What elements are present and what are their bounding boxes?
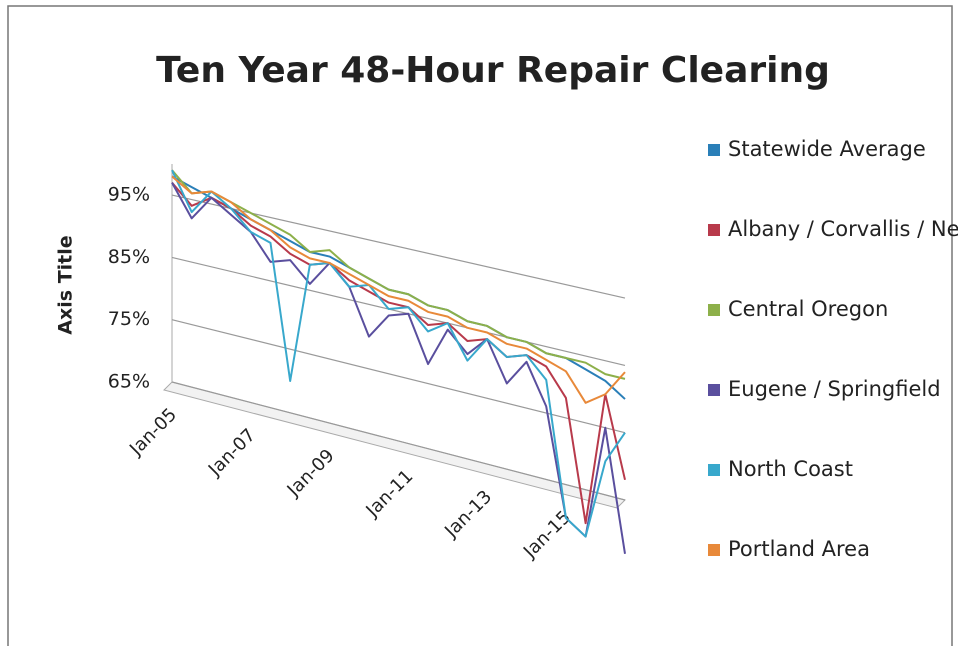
y-tick-label: 95% xyxy=(108,184,150,206)
y-tick-label: 65% xyxy=(108,371,150,393)
legend-swatch xyxy=(708,224,720,236)
grid-line xyxy=(171,381,626,501)
legend-swatch xyxy=(708,464,720,476)
y-tick-label: 85% xyxy=(108,246,150,268)
y-axis-title: Axis Title xyxy=(55,235,77,334)
legend-label: Eugene / Springfield xyxy=(728,377,941,401)
series-line xyxy=(171,175,626,404)
series-line xyxy=(171,181,626,525)
grid-line xyxy=(171,256,626,366)
series-line xyxy=(171,169,626,538)
legend-swatch xyxy=(708,544,720,556)
series-line xyxy=(171,169,626,380)
chart-title: Ten Year 48-Hour Repair Clearing xyxy=(156,50,830,91)
legend-label: Central Oregon xyxy=(728,297,888,321)
y-tick-label: 75% xyxy=(108,308,150,330)
chart-frame xyxy=(7,5,953,646)
legend-label: North Coast xyxy=(728,457,853,481)
grid-line xyxy=(171,319,626,434)
legend-swatch xyxy=(708,384,720,396)
legend-swatch xyxy=(708,144,720,156)
legend-label: Portland Area xyxy=(728,537,870,561)
legend-swatch xyxy=(708,304,720,316)
legend-label: Albany / Corvallis / Newport xyxy=(728,217,958,241)
legend-label: Statewide Average xyxy=(728,137,926,161)
